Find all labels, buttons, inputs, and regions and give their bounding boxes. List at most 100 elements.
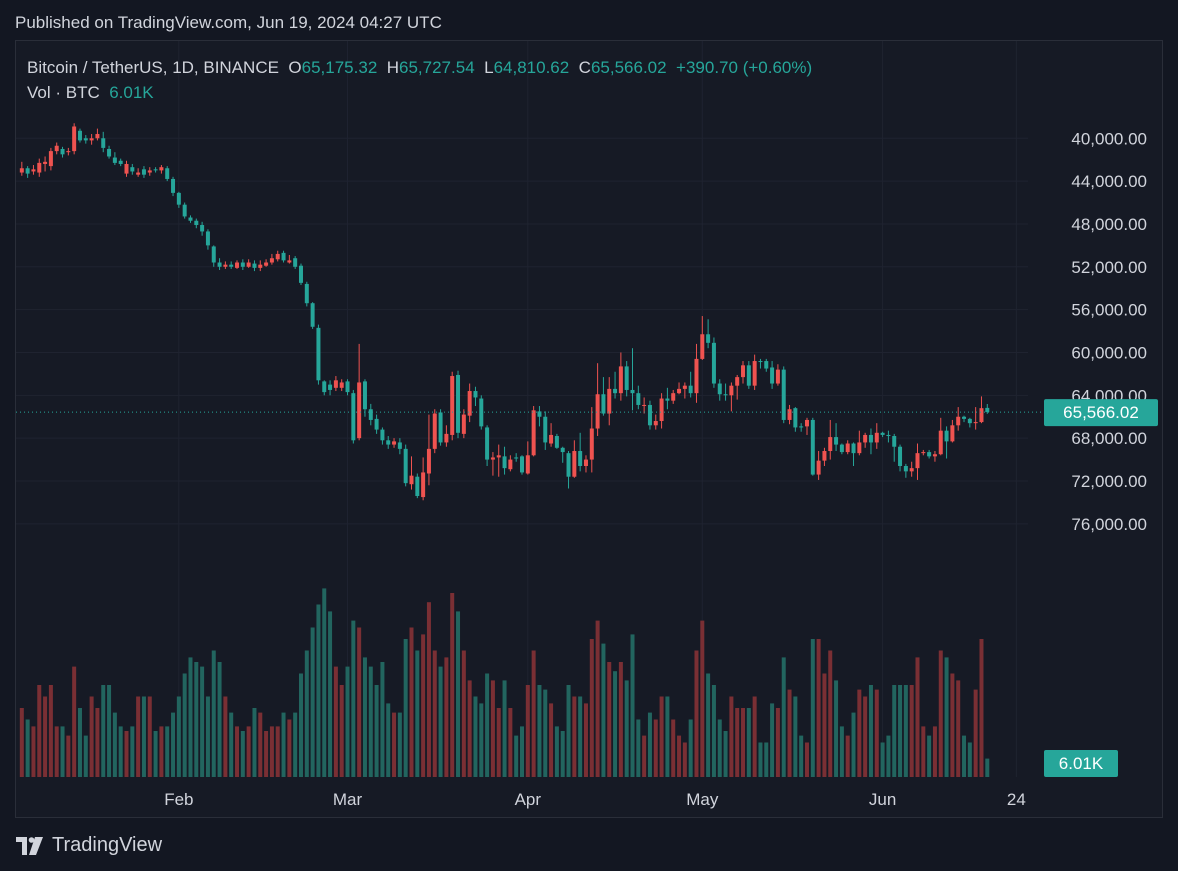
legend-volume-label[interactable]: Vol · BTC xyxy=(27,83,100,102)
volume-bar xyxy=(147,696,152,777)
volume-bar xyxy=(822,673,827,777)
volume-bar xyxy=(252,708,257,777)
candle-body xyxy=(496,455,501,458)
volume-bar xyxy=(188,657,193,777)
volume-bar xyxy=(764,742,769,777)
volume-bar xyxy=(537,685,542,777)
candle-body xyxy=(723,394,728,396)
candle-body xyxy=(834,437,839,445)
candle-body xyxy=(217,262,222,267)
candle-body xyxy=(677,388,682,394)
candle-body xyxy=(328,384,333,390)
volume-bar xyxy=(19,708,24,777)
candle-body xyxy=(298,265,303,283)
candle-body xyxy=(560,447,565,453)
volume-bar xyxy=(868,685,873,777)
volume-bar xyxy=(211,650,216,777)
legend-volume-value: 6.01K xyxy=(109,83,154,102)
legend-open-key: O xyxy=(288,58,302,77)
volume-bar xyxy=(770,703,775,777)
candle-body xyxy=(380,429,385,441)
candle-body xyxy=(235,262,240,268)
volume-bar xyxy=(72,666,77,777)
candle-body xyxy=(95,133,100,139)
volume-bar xyxy=(298,673,303,777)
candle-body xyxy=(165,168,170,179)
candle-body xyxy=(618,366,623,394)
candle-body xyxy=(839,444,844,453)
volume-bar xyxy=(985,758,990,777)
candle-body xyxy=(316,327,321,381)
volume-bar xyxy=(741,708,746,777)
legend-high-key: H xyxy=(386,58,400,77)
volume-bar xyxy=(141,696,146,777)
candle-body xyxy=(694,358,699,394)
volume-bar xyxy=(752,696,757,777)
candle-body xyxy=(938,430,943,455)
volume-bar xyxy=(560,731,565,777)
candle-body xyxy=(392,441,397,445)
candle-body xyxy=(688,385,693,394)
volume-bar xyxy=(700,620,705,777)
candle-body xyxy=(880,432,885,435)
candle-body xyxy=(746,365,751,386)
volume-bar xyxy=(473,696,478,777)
volume-bar xyxy=(828,650,833,777)
volume-bar xyxy=(490,680,495,777)
candle-body xyxy=(345,381,350,393)
candle-body xyxy=(799,426,804,428)
volume-bar xyxy=(101,685,106,777)
tradingview-logo[interactable]: TradingView xyxy=(16,834,162,857)
candle-body xyxy=(246,262,251,267)
candle-body xyxy=(886,434,891,437)
candle-body xyxy=(857,442,862,454)
candle-body xyxy=(118,160,123,164)
candle-body xyxy=(19,168,24,173)
candle-body xyxy=(828,437,833,452)
volume-bar xyxy=(205,696,210,777)
last-price-label: 65,566.02 xyxy=(1063,403,1139,422)
candle-body xyxy=(921,452,926,454)
volume-bar xyxy=(607,662,612,777)
candle-body xyxy=(537,411,542,417)
candle-body xyxy=(671,393,676,401)
candle-body xyxy=(351,393,356,441)
volume-bar xyxy=(37,685,42,777)
y-tick-label: 40,000.00 xyxy=(1071,129,1147,148)
candle-body xyxy=(444,433,449,443)
price-chart[interactable]: 76,000.0072,000.0068,000.0064,000.0060,0… xyxy=(16,41,1162,817)
candle-body xyxy=(159,167,164,171)
volume-bar xyxy=(124,731,129,777)
last-volume-label: 6.01K xyxy=(1059,754,1104,773)
volume-bar xyxy=(979,639,984,777)
volume-bar xyxy=(711,685,716,777)
candle-body xyxy=(851,443,856,454)
volume-bar xyxy=(531,650,536,777)
volume-bar xyxy=(566,685,571,777)
candle-body xyxy=(240,262,245,267)
volume-bar xyxy=(595,620,600,777)
legend-symbol[interactable]: Bitcoin / TetherUS, 1D, BINANCE xyxy=(27,58,279,77)
chart-pane[interactable]: 76,000.00 72,000.00 68,000.00 64,000.00 60,0… xyxy=(15,40,1163,818)
candle-body xyxy=(467,391,472,416)
candle-body xyxy=(863,434,868,443)
candle-body xyxy=(578,451,583,467)
volume-bar xyxy=(95,708,100,777)
candle-body xyxy=(909,468,914,472)
volume-bar xyxy=(444,657,449,777)
candle-body xyxy=(962,416,967,419)
volume-bar xyxy=(136,696,141,777)
volume-bar xyxy=(903,685,908,777)
volume-bar xyxy=(962,735,967,777)
volume-bar xyxy=(25,719,30,777)
y-tick-label: 68,000.00 xyxy=(1071,429,1147,448)
volume-bar xyxy=(374,685,379,777)
candle-body xyxy=(845,443,850,453)
candle-body xyxy=(735,377,740,386)
tradingview-logo-text: TradingView xyxy=(52,834,163,856)
candle-body xyxy=(514,457,519,459)
volume-bar xyxy=(799,735,804,777)
volume-bar xyxy=(461,650,466,777)
volume-bar xyxy=(682,742,687,777)
candle-body xyxy=(554,436,559,448)
